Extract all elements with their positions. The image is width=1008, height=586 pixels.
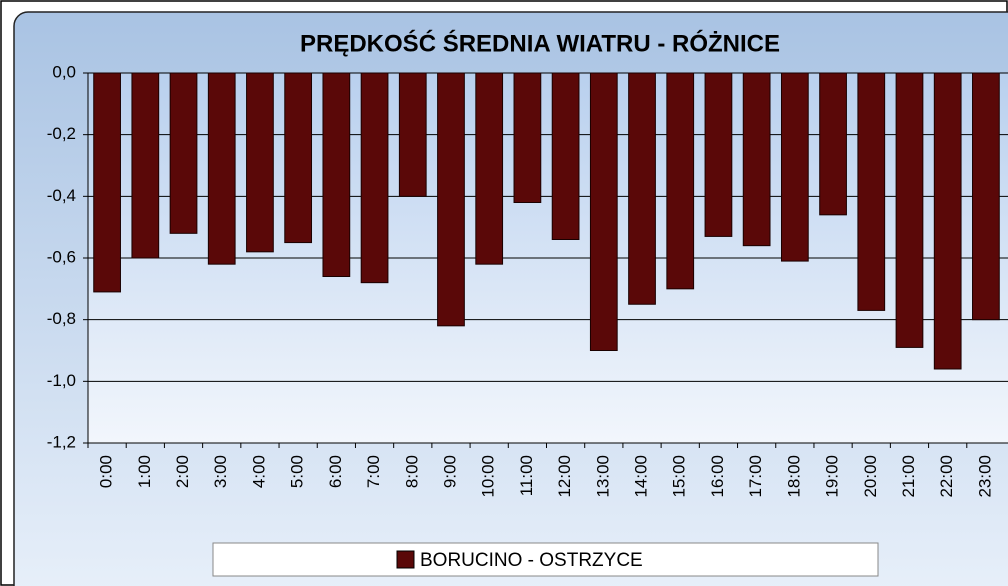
x-tick-label: 7:00	[364, 455, 383, 488]
bar	[475, 72, 504, 265]
x-tick-label: 21:00	[899, 455, 918, 498]
bar	[895, 72, 924, 348]
x-tick-label: 10:00	[479, 455, 498, 498]
bar	[666, 72, 695, 290]
x-tick-label: 17:00	[746, 455, 765, 498]
x-tick-label: 12:00	[555, 455, 574, 498]
x-tick-label: 4:00	[249, 455, 268, 488]
bar	[398, 72, 427, 197]
x-tick-label: 1:00	[135, 455, 154, 488]
bar	[360, 72, 389, 284]
x-tick-label: 18:00	[784, 455, 803, 498]
bar	[246, 72, 274, 253]
y-tick-label: -0,4	[47, 186, 76, 205]
bar	[933, 72, 962, 370]
y-tick-label: -1,0	[47, 371, 76, 390]
bar	[857, 72, 886, 311]
x-tick-label: 8:00	[402, 455, 421, 488]
legend-swatch	[396, 550, 415, 569]
x-tick-label: 6:00	[326, 455, 345, 488]
x-tick-label: 2:00	[173, 455, 192, 488]
y-tick-label: -0,8	[47, 309, 76, 328]
bar	[322, 72, 351, 277]
bar	[628, 72, 656, 305]
x-tick-label: 19:00	[823, 455, 842, 498]
bar	[169, 72, 198, 234]
y-tick-label: -1,2	[47, 432, 76, 451]
bar	[780, 72, 809, 262]
bar	[551, 72, 580, 240]
bar	[131, 72, 160, 259]
x-tick-label: 15:00	[670, 455, 689, 498]
legend-label: BORUCINO - OSTRZYCE	[420, 550, 643, 571]
x-tick-label: 0:00	[97, 455, 116, 488]
bar	[93, 72, 121, 293]
bar	[704, 72, 733, 237]
x-tick-label: 13:00	[593, 455, 612, 498]
x-tick-label: 22:00	[937, 455, 956, 498]
y-tick-label: -0,2	[47, 124, 76, 143]
x-tick-label: 16:00	[708, 455, 727, 498]
x-tick-label: 3:00	[211, 455, 230, 488]
chart-title: PRĘDKOŚĆ ŚREDNIA WIATRU - RÓŻNICE	[300, 29, 780, 57]
y-tick-label: 0,0	[52, 62, 76, 81]
x-tick-label: 23:00	[975, 455, 994, 498]
bar	[742, 72, 771, 247]
bar	[513, 72, 542, 203]
bar	[437, 72, 465, 327]
x-tick-label: 9:00	[440, 455, 459, 488]
bar	[284, 72, 313, 244]
x-tick-label: 20:00	[861, 455, 880, 498]
bar	[207, 72, 236, 265]
bar	[819, 72, 847, 216]
bar	[972, 72, 1000, 321]
x-tick-label: 11:00	[517, 455, 536, 496]
y-tick-label: -0,6	[47, 247, 76, 266]
x-tick-label: 5:00	[288, 455, 307, 488]
x-tick-label: 14:00	[632, 455, 651, 498]
legend-box	[212, 542, 879, 577]
bar	[589, 72, 618, 351]
